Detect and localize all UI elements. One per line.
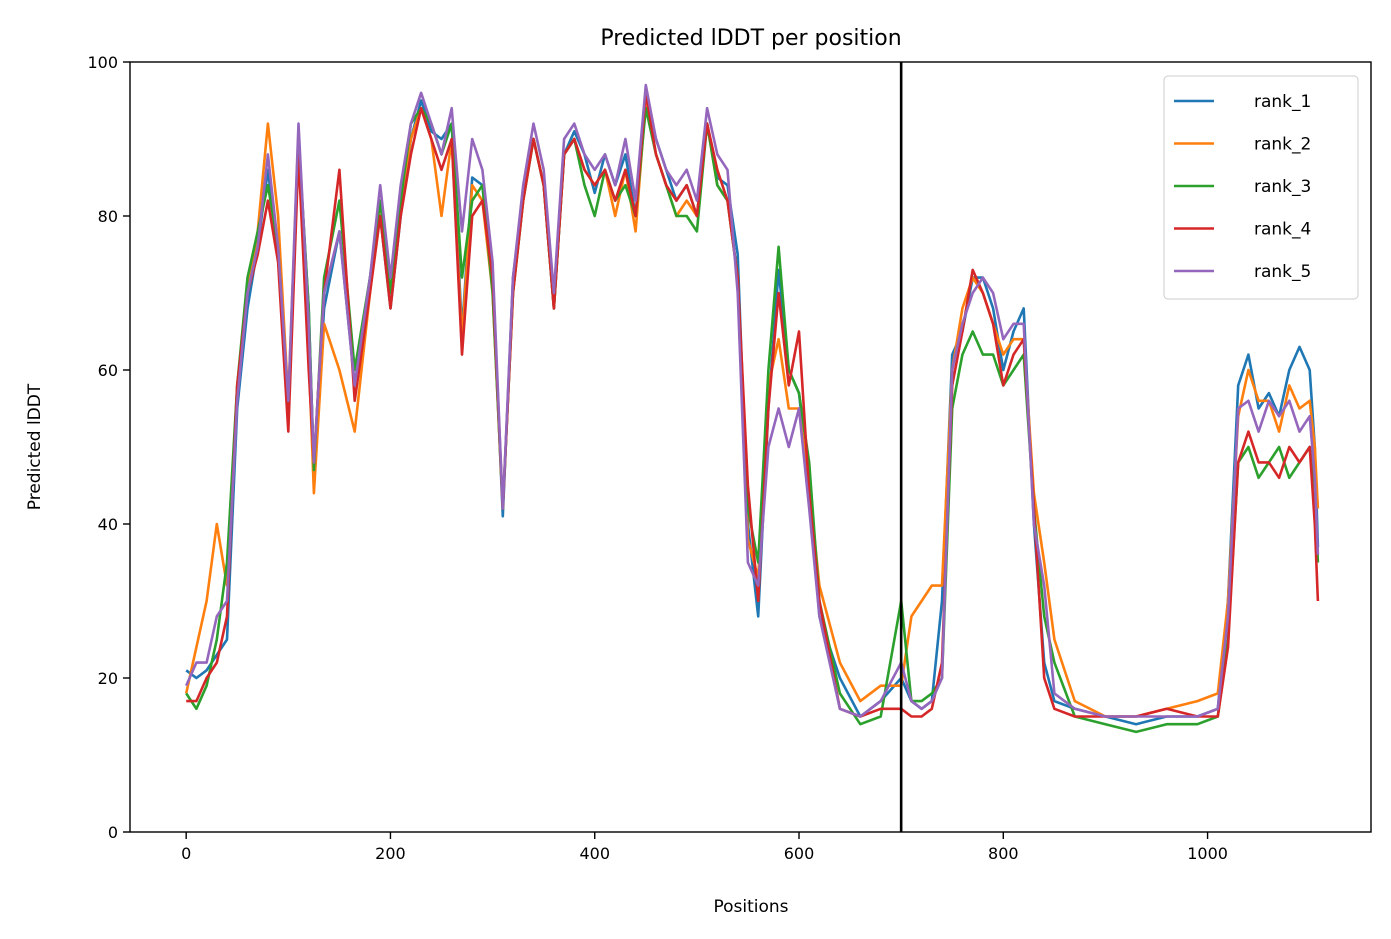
series-line-rank_4 bbox=[186, 91, 1320, 718]
plot-frame bbox=[129, 61, 1372, 833]
y-tick-label: 100 bbox=[87, 53, 118, 72]
x-tick-label: 200 bbox=[375, 844, 406, 863]
legend-label-rank_1: rank_1 bbox=[1254, 92, 1311, 112]
y-tick-label: 80 bbox=[98, 207, 118, 226]
x-tick-label: 600 bbox=[784, 844, 815, 863]
y-axis-label: Predicted lDDT bbox=[25, 383, 45, 510]
x-axis-label: Positions bbox=[713, 897, 788, 917]
legend-label-rank_3: rank_3 bbox=[1254, 177, 1311, 197]
legend: rank_1 rank_2 rank_3 rank_4 rank_5 bbox=[1163, 75, 1359, 300]
y-tick-label: 20 bbox=[98, 669, 118, 688]
y-tick-label: 40 bbox=[98, 515, 118, 534]
series-line-rank_2 bbox=[184, 99, 1320, 718]
legend-label-rank_5: rank_5 bbox=[1254, 262, 1311, 282]
legend-label-rank_4: rank_4 bbox=[1254, 220, 1311, 240]
x-tick-label: 800 bbox=[988, 844, 1019, 863]
legend-box bbox=[1163, 75, 1359, 300]
y-tick-label: 60 bbox=[98, 361, 118, 380]
legend-label-rank_2: rank_2 bbox=[1254, 135, 1311, 155]
x-tick-label: 400 bbox=[579, 844, 610, 863]
plot-area bbox=[184, 62, 1320, 832]
series-line-rank_5 bbox=[185, 83, 1320, 718]
x-tick-label: 1000 bbox=[1187, 844, 1228, 863]
y-tick-label: 0 bbox=[108, 823, 118, 842]
x-tick-label: 0 bbox=[181, 844, 191, 863]
y-axis: 0 20 40 60 80 100 bbox=[87, 53, 130, 842]
chart-title: Predicted lDDT per position bbox=[600, 26, 901, 51]
x-axis: 0 200 400 600 800 1000 bbox=[181, 832, 1228, 863]
